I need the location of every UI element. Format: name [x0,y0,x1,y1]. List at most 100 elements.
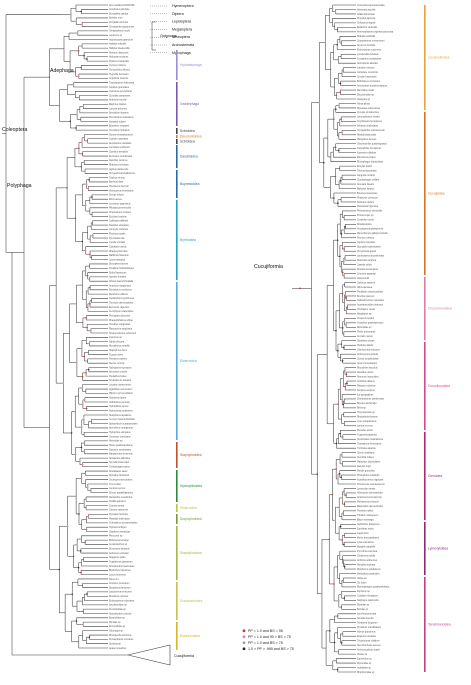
tip-label: Pyrocoelia rufa [109,237,125,240]
tip-label: Carpophilus hemipterus [357,147,382,150]
tip-label: Elaphrus riparius [109,103,127,106]
tip-label: Malthinus flaveolus [109,254,129,257]
clade-label: Bostrichoidea [180,634,200,638]
clade-bar [424,112,426,275]
support-node-marker [85,183,88,185]
clade-bar [424,342,426,430]
support-node-marker [341,360,344,362]
tip-label: Cantharis rustica [109,245,127,248]
tip-label: Zopheridae sp [357,657,372,660]
tip-label: Rhynchites bacchus [357,366,378,369]
support-node-marker [82,105,85,108]
support-node-marker [342,562,345,565]
tip-label: Nicrophorus vespillo [109,345,130,348]
support-node-marker [86,275,89,277]
tip-label: Nosodendron fasciculare [109,565,135,568]
tip-label: Popillia japonica [109,501,126,503]
support-node-marker [331,493,334,496]
clade-label: Geadephaga [180,102,199,106]
support-node-marker [87,187,90,190]
tip-label: Malachius bipustulatus [357,460,381,463]
tip-label: Jacobsoniidae sp [109,605,127,607]
support-node-marker [343,503,346,505]
support-node-marker [338,600,340,602]
tip-label: Propylea japonica [357,17,376,20]
support-node-marker [88,368,90,371]
tip-label: Zopherus sp [357,590,370,593]
support-node-marker [83,450,86,453]
tip-label: Cerophytum elateroides [109,310,134,313]
tip-label: Tetraphalerus bruchi [109,30,130,33]
clade-bar [176,470,178,502]
support-node-marker [339,432,342,435]
tip-label: Adalia bipunctata [357,13,375,16]
support-node-marker [77,32,79,34]
clade-label: Cleroidea [428,474,442,478]
tip-label: Anopheles gambiae [109,8,130,11]
support-node-marker [84,541,86,544]
tip-label: Archeocrypticus topali [357,648,380,651]
tip-label: Dermestes lardarius [109,548,130,551]
tip-label: Limnichus pygmaeus [109,203,131,205]
tip-label: Lampyris noctiluca [109,228,129,231]
tip-label: Murmidius ovalis [357,89,375,92]
tip-label: Endecatomus reticulatus [109,599,135,602]
tip-label: Bolboceras armiger [109,539,129,542]
tip-label: Laricobius erichsonii [109,146,130,149]
support-node-marker [345,309,348,312]
clade-bar [176,282,178,440]
tip-label: Margarinotus brunneus [109,453,133,456]
support-node-marker [340,179,342,182]
tip-label: Sphaerites glabratus [109,457,131,460]
tip-label: Tetratoma fungorum [357,622,378,625]
clade-label: Byrrhoidea [180,238,196,242]
support-node-marker [324,41,327,44]
tip-label: Boridae sp [357,608,369,611]
outgroup-labels: Hymenoptera Diptera Lepidoptera Megaloptera… [150,4,194,55]
node-label-polyphaga: Polyphaga [7,183,32,189]
support-node-marker [339,554,341,557]
tip-label: Silpha obscura [109,340,125,343]
tip-label: Aphodius fimetarius [109,474,130,477]
tip-label: Oryzaephilus surinamensis [357,129,385,132]
tip-label: Atomaria linearis [357,183,375,186]
tip-label: Glischrochilus quadrisignatus [357,143,388,146]
legend-label: PP = 1.0 and BS < 75 [248,641,283,645]
tip-label: Vesperus luridus [357,317,375,320]
support-node-marker [75,127,77,129]
clade-label: Derodontoidea [180,135,202,139]
tip-label: Cassida viridis [357,263,373,266]
support-node-marker [89,303,91,305]
tip-label: Diabrotica virgifera [357,259,377,262]
support-node-marker [81,141,83,144]
support-node-marker [92,235,94,237]
support-node-marker [337,478,339,480]
support-node-marker [72,555,75,558]
tip-label: Chrysomela populi [357,250,377,253]
clade-label: Dascilloidea [180,155,198,159]
support-node-marker [339,525,342,528]
tip-label: Nebria brevicollis [109,99,127,102]
tip-label: Geotrupes stercorarius [109,478,133,481]
support-node-marker [58,568,61,571]
support-node-marker [333,583,335,585]
right-clade-bars: Coccinelloidea Cucujoidea Chrysomeloidea Cu… [424,5,452,672]
support-node-marker [74,453,77,456]
tip-label: Rhopalotria slossoni [357,416,378,419]
tip-label: Calosoma sycophanta [109,90,132,93]
tip-label: Mordella aculeata [357,563,376,566]
tip-label: Lagria hirta [357,532,369,535]
tip-label: Lyctus brunneus [109,573,127,576]
tip-label: Cionus scrophulariae [357,357,379,360]
support-node-marker [70,13,72,16]
clade-bar [176,82,178,126]
tip-label: Brachinus crepitans [109,125,130,128]
support-node-marker [341,454,343,456]
tip-label: Scirtes hemisphaericus [109,133,134,136]
support-node-marker [81,426,83,428]
tip-label: Corylophus cassidoides [357,58,382,61]
tip-label: Mylabris variabilis [357,545,376,548]
support-node-marker [77,566,80,569]
tip-label: Lycoperdina bovistae [357,53,379,56]
